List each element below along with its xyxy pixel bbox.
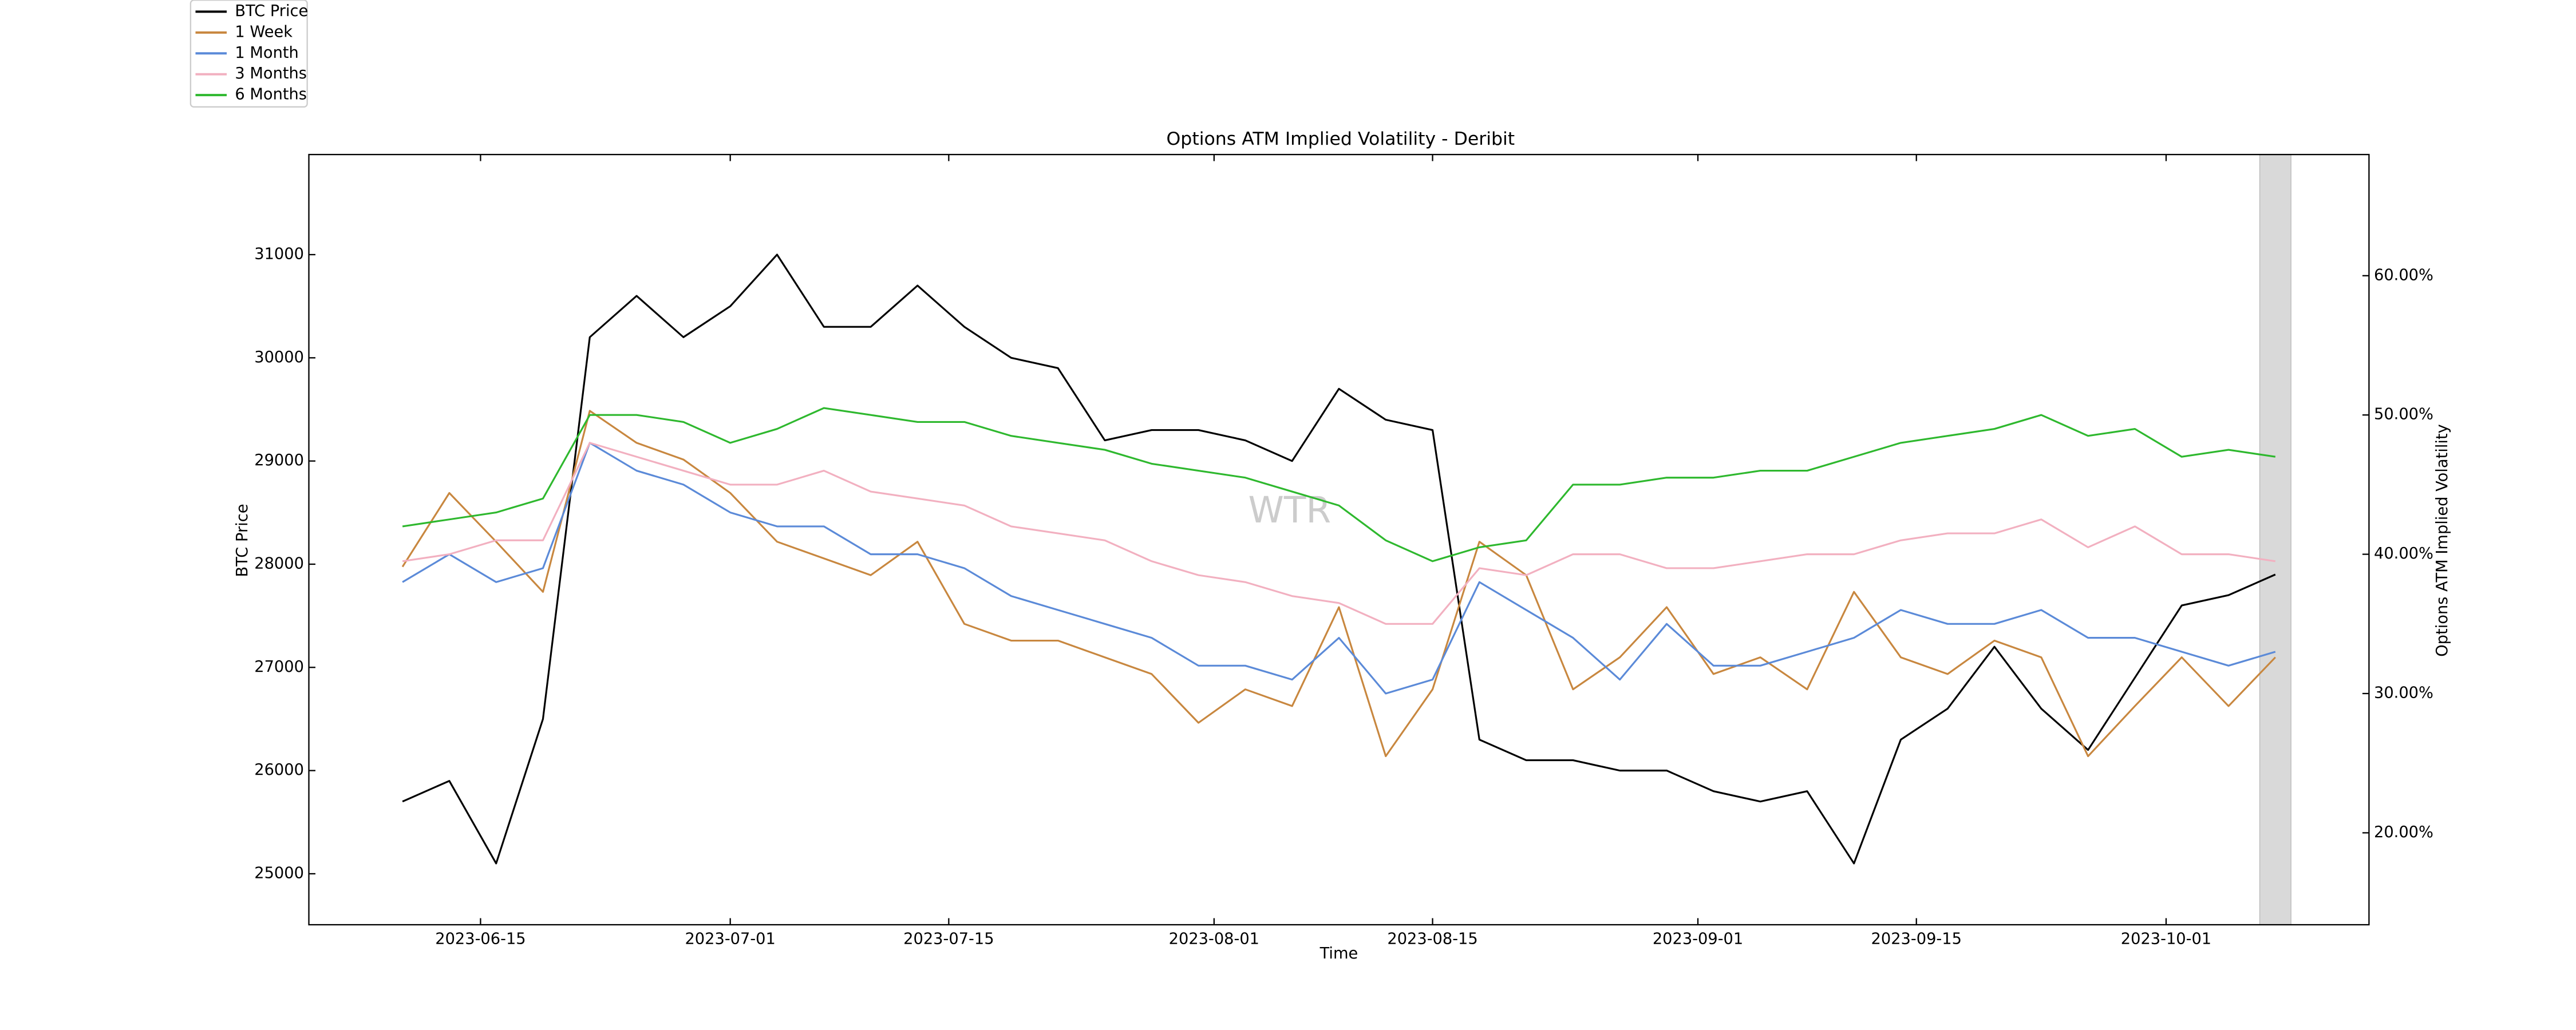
legend-label: 3 Months [235, 65, 307, 82]
series-line [402, 442, 2276, 625]
x-tick-label: 2023-08-01 [1169, 930, 1259, 948]
y-tick-label: 25000 [254, 864, 304, 882]
y-tick-label: 28000 [254, 554, 304, 572]
highlight-band [2259, 154, 2291, 925]
x-tick-label: 2023-09-01 [1653, 930, 1743, 948]
series-line [401, 410, 2276, 758]
legend-label: 1 Week [235, 23, 293, 41]
x-tick-label: 2023-07-15 [903, 930, 994, 948]
series-line [402, 442, 2276, 695]
x-tick-label: 2023-09-15 [1871, 930, 1962, 948]
x-axis-label: Time [1319, 945, 1358, 962]
plot-frame [308, 153, 2370, 926]
y-tick-label: 27000 [254, 658, 304, 676]
y2-tick-label: 50.00% [2374, 406, 2433, 423]
series-line [402, 407, 2276, 562]
y2-tick-label: 20.00% [2374, 823, 2433, 841]
y2-axis-label: Options ATM Implied Volatility [2433, 424, 2451, 657]
x-tick-label: 2023-06-15 [435, 930, 526, 948]
y-tick-label: 31000 [254, 245, 304, 263]
chart-title: Options ATM Implied Volatility - Deribit [1166, 129, 1515, 149]
y-tick-label: 26000 [254, 761, 304, 779]
series-line [402, 253, 2276, 865]
legend-label: 1 Month [235, 44, 298, 62]
x-tick-label: 2023-08-15 [1387, 930, 1477, 948]
x-tick-label: 2023-07-01 [685, 930, 775, 948]
x-tick-label: 2023-10-01 [2121, 930, 2211, 948]
watermark: WTR [1248, 489, 1331, 531]
legend-box [189, 0, 308, 108]
y-tick-label: 29000 [254, 451, 304, 469]
y-tick-label: 30000 [254, 348, 304, 366]
y2-tick-label: 40.00% [2374, 545, 2433, 562]
legend-label: BTC Price [235, 2, 308, 20]
y2-tick-label: 60.00% [2374, 266, 2433, 284]
y2-tick-label: 30.00% [2374, 684, 2433, 702]
y-axis-label: BTC Price [234, 504, 251, 577]
legend-label: 6 Months [235, 86, 307, 104]
